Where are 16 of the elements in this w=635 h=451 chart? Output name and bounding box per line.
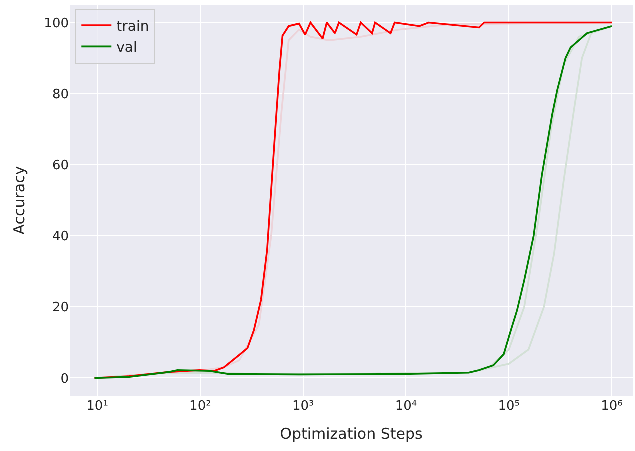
x-axis-title: Optimization Steps [280,425,424,443]
x-tick-label: 10² [190,399,212,414]
x-tick-label: 10⁴ [395,399,418,414]
legend-label: val [116,40,138,56]
x-tick-label: 10¹ [86,399,108,414]
x-tick-label: 10⁶ [601,399,623,414]
y-tick-label: 100 [44,16,69,32]
legend-label: train [116,18,150,35]
y-tick-label: 60 [52,158,69,174]
y-tick-label: 80 [52,87,69,102]
x-tick-label: 10³ [292,399,314,414]
y-tick-label: 0 [60,372,69,387]
x-tick-label: 10⁵ [498,399,520,414]
y-tick-label: 40 [52,230,69,245]
y-axis-title: Accuracy [10,166,28,235]
y-tick-label: 20 [52,300,69,316]
